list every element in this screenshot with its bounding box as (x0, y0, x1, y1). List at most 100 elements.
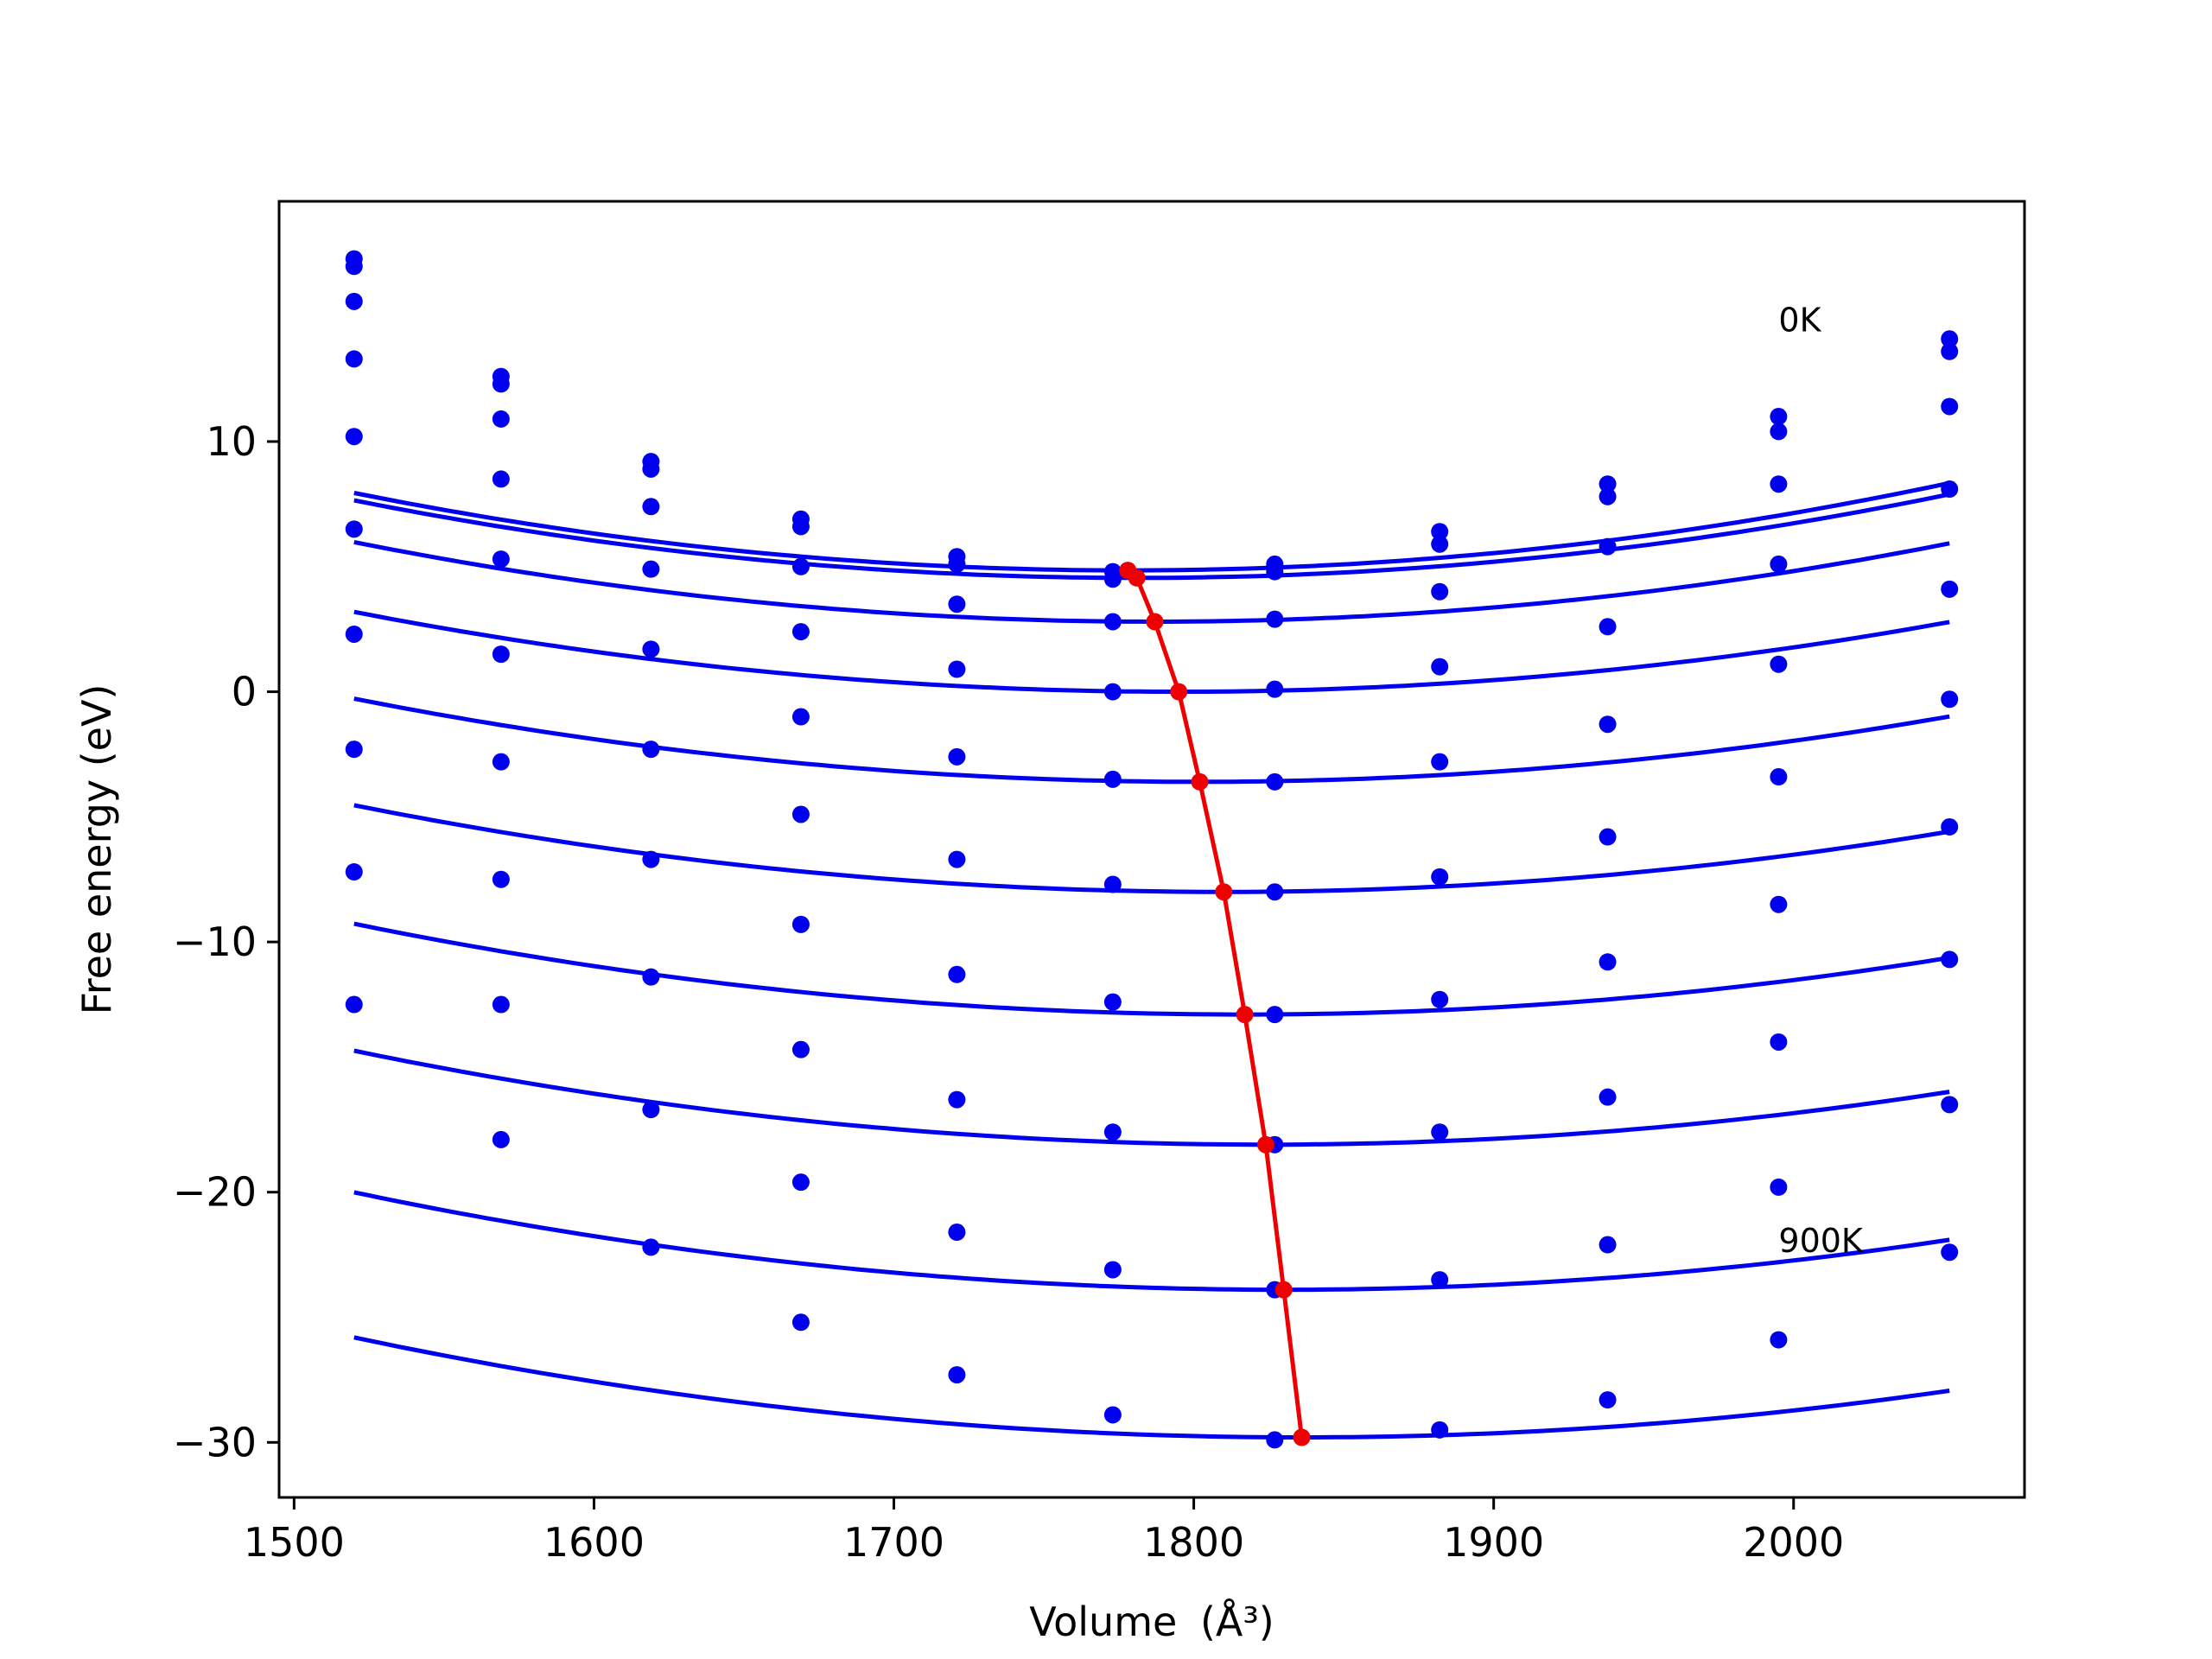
data-point-4-4 (948, 747, 966, 766)
fit-curve-5 (353, 803, 1950, 894)
data-point-2-2 (642, 498, 660, 516)
data-point-1-6 (1266, 563, 1284, 581)
fit-curve-4 (353, 696, 1950, 785)
data-point-9-10 (1941, 1243, 1959, 1262)
data-point-7-5 (1103, 1123, 1122, 1141)
x-axis-label-unit: (Å³) (1200, 1599, 1274, 1645)
data-point-6-3 (791, 915, 810, 933)
data-point-7-9 (1770, 1033, 1788, 1051)
data-point-9-1 (492, 1130, 510, 1148)
data-point-1-0 (345, 257, 363, 276)
data-point-1-10 (1941, 342, 1959, 360)
data-point-4-10 (1941, 580, 1959, 598)
data-point-5-8 (1599, 828, 1617, 846)
y-axis-label: Free energy (eV) (73, 684, 120, 1015)
data-point-9-9 (1770, 1331, 1788, 1349)
data-point-6-9 (1770, 895, 1788, 913)
data-point-3-10 (1941, 480, 1959, 499)
data-point-5-9 (1770, 768, 1788, 786)
data-point-6-7 (1431, 990, 1449, 1008)
y-tick-label-10: 10 (206, 418, 257, 465)
data-point-9-2 (642, 1238, 660, 1256)
data-point-3-6 (1266, 680, 1284, 698)
data-point-7-2 (642, 968, 660, 986)
data-point-2-1 (492, 410, 510, 428)
data-points-layer (345, 250, 1959, 1449)
data-point-5-10 (1941, 690, 1959, 709)
x-tick-label-1900: 1900 (1443, 1519, 1544, 1566)
data-point-7-3 (791, 1040, 810, 1058)
x-axis-label-text: Volume (1029, 1599, 1177, 1645)
minimum-point-3 (1170, 683, 1188, 701)
minimum-point-5 (1215, 883, 1233, 901)
data-point-9-7 (1431, 1421, 1449, 1439)
data-point-1-3 (791, 518, 810, 536)
data-point-2-4 (948, 595, 966, 613)
data-point-5-3 (791, 805, 810, 823)
fit-curve-1 (353, 492, 1950, 581)
data-point-1-2 (642, 460, 660, 478)
data-point-5-6 (1266, 883, 1284, 901)
data-point-8-5 (1103, 1261, 1122, 1279)
fit-curve-3 (353, 609, 1950, 695)
data-point-8-4 (948, 1224, 966, 1242)
data-point-9-5 (1103, 1406, 1122, 1424)
data-point-8-3 (791, 1173, 810, 1192)
data-point-1-8 (1599, 487, 1617, 505)
minimum-point-6 (1236, 1006, 1254, 1024)
fit-curve-7 (353, 1048, 1950, 1147)
data-point-7-1 (492, 870, 510, 888)
data-point-8-10 (1941, 1096, 1959, 1114)
y-tick-label-0: 0 (232, 669, 257, 715)
data-point-5-7 (1431, 868, 1449, 886)
data-point-8-7 (1431, 1271, 1449, 1289)
data-point-3-1 (492, 470, 510, 488)
data-point-9-0 (345, 995, 363, 1014)
x-tick-label-1600: 1600 (543, 1519, 645, 1566)
data-point-8-0 (345, 863, 363, 881)
data-point-5-4 (948, 850, 966, 868)
data-point-6-2 (642, 850, 660, 868)
data-point-3-2 (642, 560, 660, 578)
fit-curve-9 (353, 1335, 1950, 1440)
minimum-line-layer (1119, 562, 1311, 1446)
minimum-point-2 (1146, 613, 1164, 631)
data-point-4-3 (791, 708, 810, 726)
plot-frame (277, 200, 2026, 1499)
minimum-point-1 (1128, 569, 1146, 587)
data-point-2-7 (1431, 582, 1449, 601)
data-point-4-6 (1266, 772, 1284, 791)
data-point-7-0 (345, 741, 363, 759)
data-point-0-9 (1770, 408, 1788, 426)
minimum-point-7 (1256, 1135, 1274, 1154)
data-point-5-0 (345, 520, 363, 538)
data-point-1-7 (1431, 535, 1449, 553)
data-point-4-8 (1599, 715, 1617, 734)
data-point-4-2 (642, 640, 660, 658)
data-point-8-1 (492, 995, 510, 1014)
fit-curve-0 (353, 480, 1950, 573)
data-point-6-1 (492, 753, 510, 771)
data-point-2-10 (1941, 397, 1959, 416)
data-point-4-7 (1431, 753, 1449, 771)
data-point-2-6 (1266, 610, 1284, 628)
data-point-3-0 (345, 350, 363, 368)
data-point-6-4 (948, 965, 966, 983)
data-point-2-8 (1599, 537, 1617, 556)
data-point-4-1 (492, 550, 510, 569)
data-point-6-0 (345, 625, 363, 643)
data-point-9-6 (1266, 1431, 1284, 1449)
y-axis-ticks: −30 −20 −10 0 10 (173, 418, 279, 1465)
data-point-6-10 (1941, 817, 1959, 836)
data-point-8-2 (642, 1101, 660, 1119)
minimum-point-8 (1274, 1281, 1293, 1299)
minimum-line (1126, 569, 1304, 1438)
data-point-8-9 (1770, 1178, 1788, 1196)
data-point-5-5 (1103, 875, 1122, 893)
data-point-0-10 (1941, 330, 1959, 348)
data-point-9-3 (791, 1313, 810, 1332)
data-point-2-5 (1103, 613, 1122, 631)
data-point-2-9 (1770, 475, 1788, 493)
x-tick-label-1500: 1500 (244, 1519, 345, 1566)
